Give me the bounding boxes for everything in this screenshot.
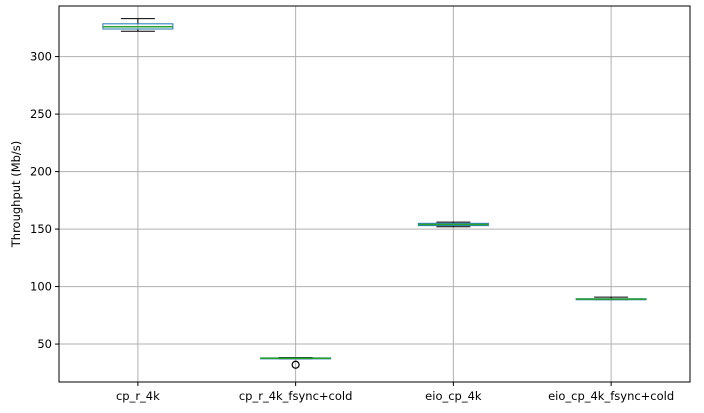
plot-frame (58, 5, 691, 383)
y-tick-label: 50 (37, 337, 52, 351)
y-tick-label: 200 (30, 165, 52, 179)
y-tick-label: 250 (30, 107, 52, 121)
y-axis-title: Throughput (Mb/s) (9, 141, 23, 249)
box-eio_cp_4k (417, 221, 489, 228)
x-tick-label: eio_cp_4k (425, 389, 482, 403)
box-eio_cp_4k_fsync+cold (575, 296, 647, 301)
x-tick-label: cp_r_4k (116, 389, 160, 403)
box-cp_r_4k_fsync+cold (260, 357, 332, 369)
grid-lines (59, 6, 690, 382)
y-tick-label: 300 (30, 50, 52, 64)
y-tick-label: 150 (30, 222, 52, 236)
y-tick-label: 100 (30, 280, 52, 294)
x-tick-label: eio_cp_4k_fsync+cold (548, 389, 674, 403)
box-plot-series (102, 18, 647, 369)
box-cp_r_4k (102, 18, 174, 32)
y-axis: 50 100 150 200 250 300 (30, 50, 59, 351)
x-axis: cp_r_4k cp_r_4k_fsync+cold eio_cp_4k eio_cp… (116, 382, 674, 403)
outlier-point (291, 360, 300, 369)
x-tick-label: cp_r_4k_fsync+cold (239, 389, 353, 403)
